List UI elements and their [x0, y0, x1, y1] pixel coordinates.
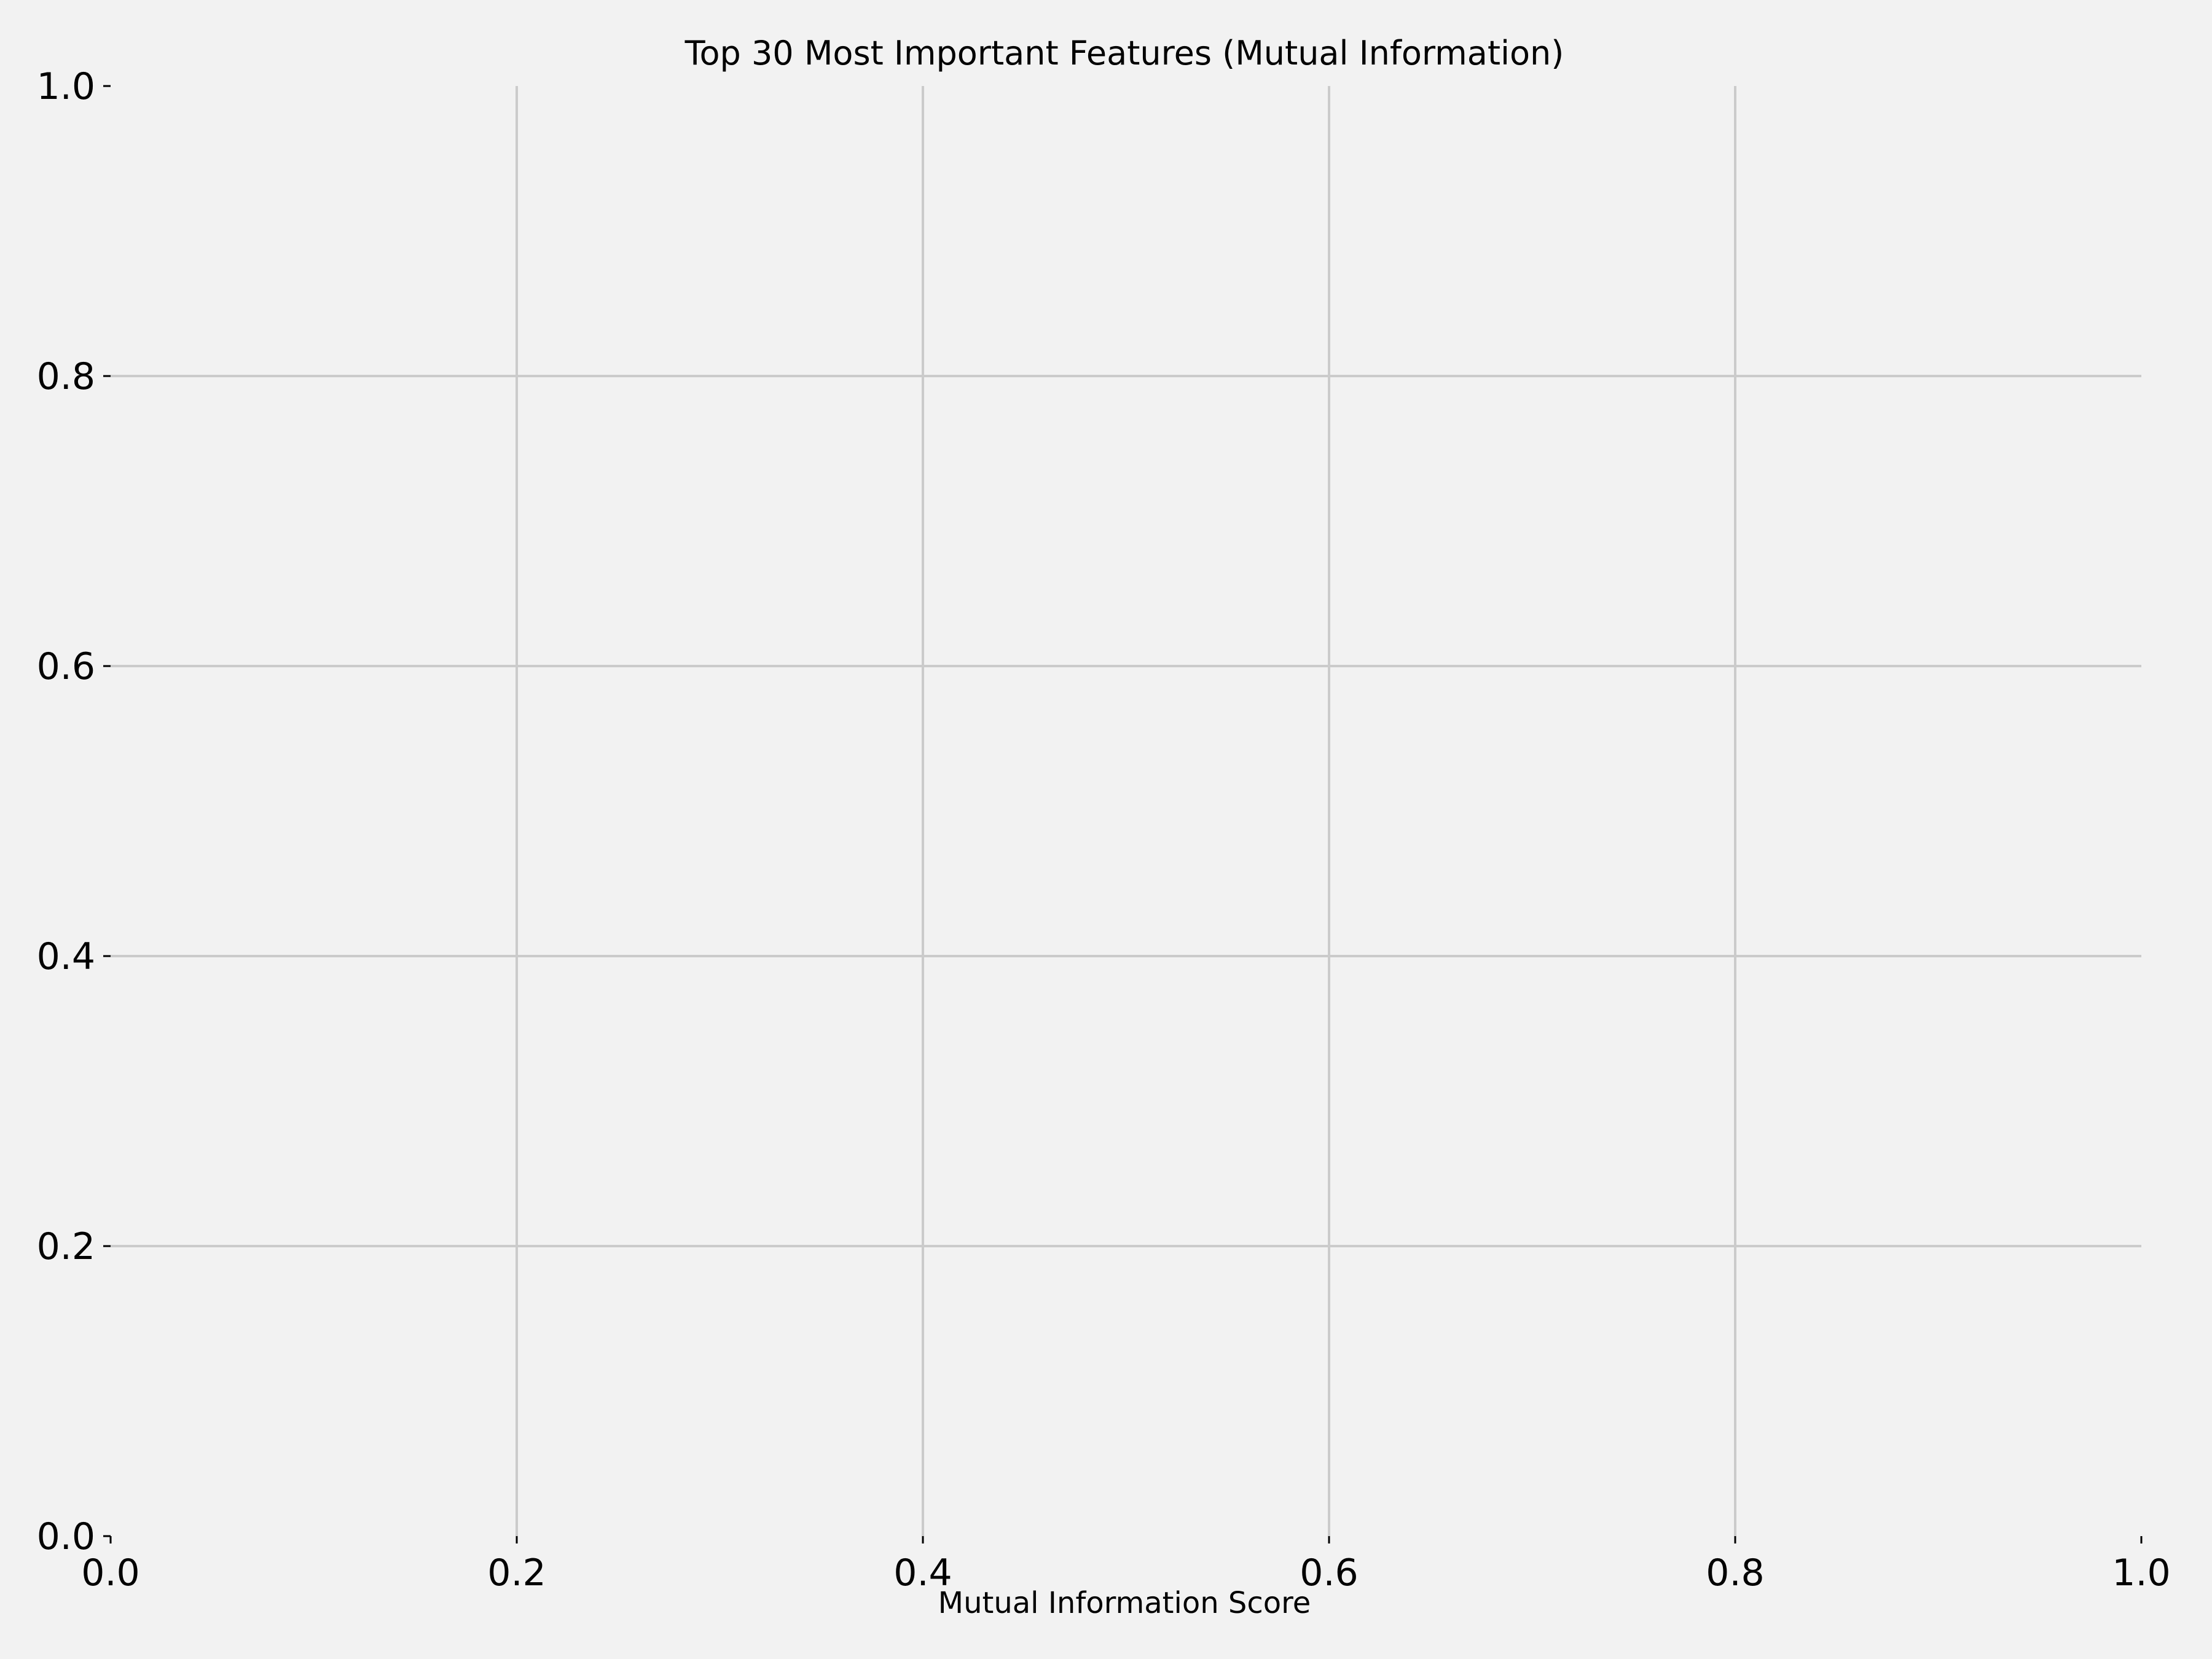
x-tick-label: 0.6	[1300, 1551, 1358, 1594]
y-tick-label: 1.0	[37, 65, 95, 108]
grid-layer	[111, 86, 2141, 1536]
y-tick-label: 0.2	[37, 1225, 95, 1268]
x-tick-label: 0.8	[1706, 1551, 1764, 1594]
chart-title: Top 30 Most Important Features (Mutual I…	[684, 34, 1564, 73]
x-axis-label: Mutual Information Score	[938, 1586, 1311, 1620]
x-tick-label: 0.0	[81, 1551, 139, 1594]
x-tick-label: 0.4	[893, 1551, 952, 1594]
y-tick-label: 0.8	[37, 355, 95, 398]
y-tick-label: 0.4	[37, 935, 95, 978]
y-tick-label: 0.0	[37, 1515, 95, 1558]
x-tick-label: 1.0	[2112, 1551, 2170, 1594]
x-tick-label: 0.2	[487, 1551, 546, 1594]
y-tick-label: 0.6	[37, 645, 95, 688]
tick-layer: 0.0 0.2 0.4 0.6 0.8 1.0 0.0 0.2 0.4 0.6 0.8 1.0	[37, 65, 2171, 1594]
